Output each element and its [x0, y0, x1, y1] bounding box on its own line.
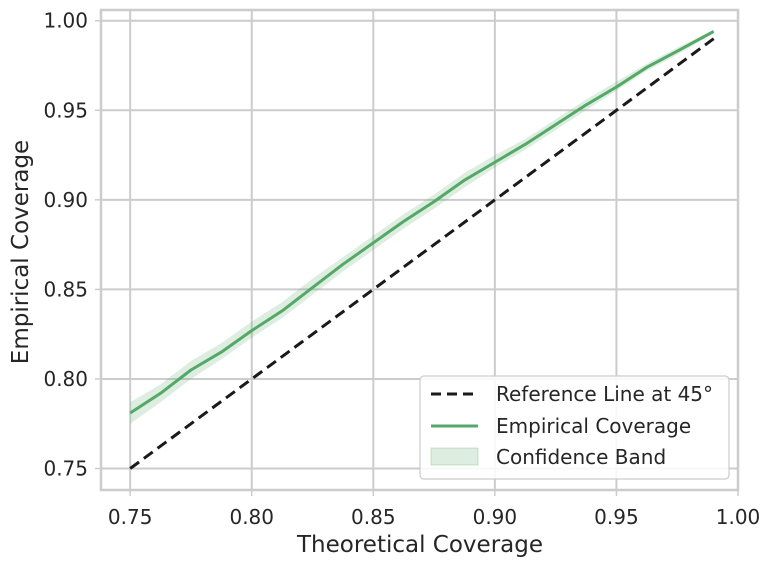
x-tick-label: 1.00: [716, 505, 761, 529]
series-lines-layer: [129, 30, 715, 470]
x-tick-label: 0.95: [594, 505, 639, 529]
empirical-coverage-line: [129, 30, 715, 415]
y-tick-label: 1.00: [43, 9, 88, 33]
confidence-band-layer: [130, 29, 714, 424]
x-tick-label: 0.75: [108, 505, 153, 529]
legend-empirical-label: Empirical Coverage: [496, 414, 691, 438]
x-tick-label: 0.80: [229, 505, 274, 529]
legend-reference-label: Reference Line at 45°: [496, 382, 713, 406]
x-tick-labels: 0.75 0.80 0.85 0.90 0.95 1.00: [108, 505, 760, 529]
legend: Reference Line at 45° Empirical Coverage…: [419, 375, 730, 480]
plot-frame: [99, 8, 740, 492]
y-tick-label: 0.95: [43, 98, 88, 122]
x-tick-label: 0.90: [473, 505, 518, 529]
reference-line: [129, 37, 715, 470]
y-tick-label: 0.75: [43, 457, 88, 481]
x-tick-label: 0.85: [351, 505, 396, 529]
legend-band-swatch: [430, 447, 479, 466]
y-tick-label: 0.85: [43, 277, 88, 301]
legend-box: [419, 375, 730, 480]
y-tick-labels: 0.75 0.80 0.85 0.90 0.95 1.00: [43, 9, 88, 481]
y-tick-label: 0.80: [43, 367, 88, 391]
legend-band-label: Confidence Band: [496, 445, 666, 469]
y-tick-label: 0.90: [43, 188, 88, 212]
confidence-band: [130, 29, 714, 424]
y-axis-title: Empirical Coverage: [8, 140, 34, 364]
x-axis-title: Theoretical Coverage: [296, 532, 543, 558]
